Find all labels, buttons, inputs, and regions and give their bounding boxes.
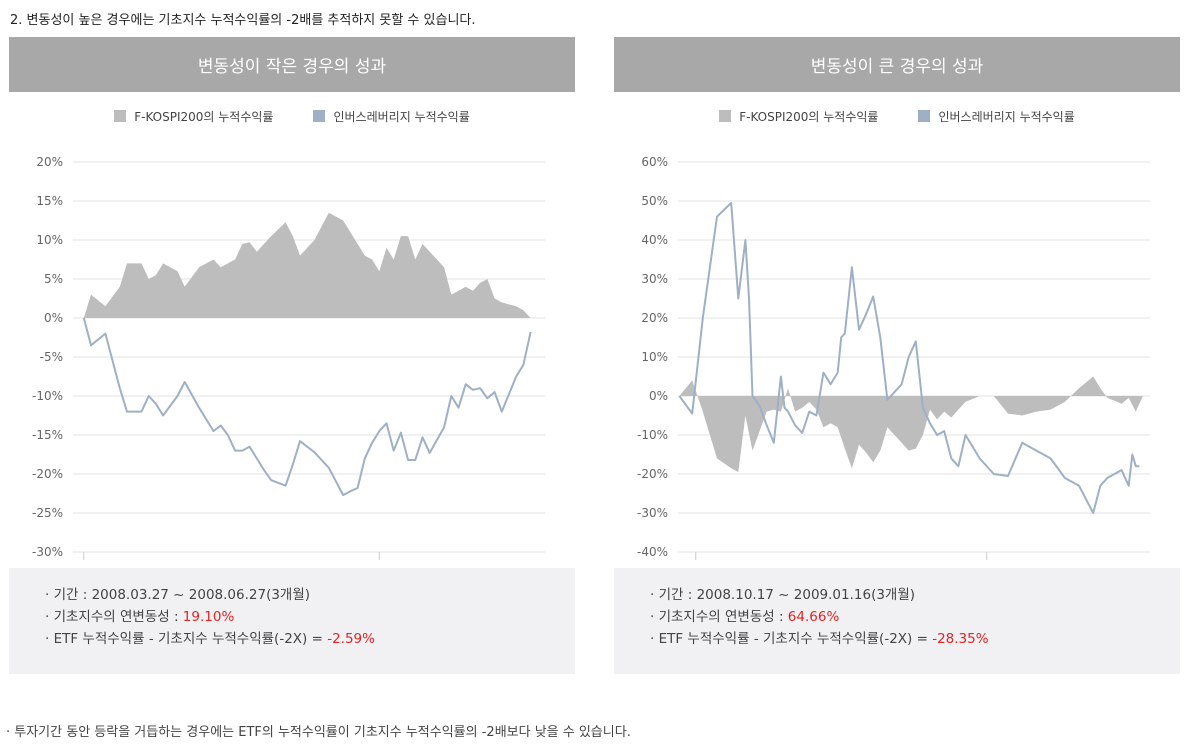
info-volatility-value: 19.10%	[182, 609, 235, 625]
info-period-label: 기간 :	[658, 587, 697, 603]
legend-swatch-index	[114, 110, 127, 122]
legend: F-KOSPI200의 누적수익률 인버스레버리지 누적수익률	[9, 92, 575, 140]
y-tick-label: -5%	[40, 350, 63, 364]
legend-label-index: F-KOSPI200의 누적수익률	[739, 109, 879, 124]
series-line-inverse	[678, 201, 1140, 514]
panel-title: 변동성이 작은 경우의 성과	[9, 37, 575, 92]
info-difference-label: ETF 누적수익률 - 기초지수 누적수익률(-2X) =	[53, 631, 328, 647]
page-heading: 2. 변동성이 높은 경우에는 기초지수 누적수익률의 -2배를 추적하지 못할…	[10, 13, 476, 28]
info-difference-value: -28.35%	[932, 631, 989, 647]
y-tick-label: 30%	[641, 272, 668, 286]
info-difference-label: ETF 누적수익률 - 기초지수 누적수익률(-2X) =	[658, 631, 933, 647]
series-area-index	[83, 212, 531, 318]
legend-label-index: F-KOSPI200의 누적수익률	[134, 109, 274, 124]
y-tick-label: 60%	[641, 155, 668, 169]
y-tick-label: 40%	[641, 233, 668, 247]
legend-label-inverse: 인버스레버리지 누적수익률	[938, 109, 1075, 124]
info-period: · 기간 : 2008.03.27 ~ 2008.06.27(3개월)	[45, 587, 311, 603]
info-volatility-value: 64.66%	[787, 609, 840, 625]
y-tick-label: 50%	[641, 194, 668, 208]
info-difference: · ETF 누적수익률 - 기초지수 누적수익률(-2X) = -28.35%	[650, 631, 989, 647]
y-tick-label: -10%	[32, 389, 63, 403]
legend-item-inverse: 인버스레버리지 누적수익률	[313, 108, 470, 125]
legend-swatch-index	[719, 110, 732, 122]
info-volatility: · 기초지수의 연변동성 : 64.66%	[650, 609, 840, 625]
legend-swatch-inverse	[918, 110, 931, 122]
legend-item-index: F-KOSPI200의 누적수익률	[719, 108, 878, 125]
y-tick-label: -40%	[637, 545, 668, 559]
panel-high-volatility: 변동성이 큰 경우의 성과 F-KOSPI200의 누적수익률 인버스레버리지 …	[614, 37, 1180, 610]
y-tick-label: -10%	[637, 428, 668, 442]
y-tick-label: 15%	[36, 194, 63, 208]
chart-low-volatility: 20%15%10%5%0%-5%-10%-15%-20%-25%-30%08.0…	[32, 155, 545, 585]
y-tick-label: 10%	[36, 233, 63, 247]
y-tick-label: -20%	[637, 467, 668, 481]
series-line-inverse	[82, 317, 532, 497]
legend-item-inverse: 인버스레버리지 누적수익률	[918, 108, 1075, 125]
y-tick-label: -20%	[32, 467, 63, 481]
legend: F-KOSPI200의 누적수익률 인버스레버리지 누적수익률	[614, 92, 1180, 140]
y-tick-label: 10%	[641, 350, 668, 364]
panel-title: 변동성이 큰 경우의 성과	[614, 37, 1180, 92]
series-area-index	[679, 376, 1143, 473]
y-tick-label: -30%	[637, 506, 668, 520]
legend-swatch-inverse	[313, 110, 326, 122]
legend-label-inverse: 인버스레버리지 누적수익률	[333, 109, 470, 124]
y-tick-label: -25%	[32, 506, 63, 520]
y-tick-label: 5%	[44, 272, 63, 286]
info-difference-value: -2.59%	[327, 631, 375, 647]
legend-item-index: F-KOSPI200의 누적수익률	[114, 108, 273, 125]
info-difference: · ETF 누적수익률 - 기초지수 누적수익률(-2X) = -2.59%	[45, 631, 375, 647]
info-period-label: 기간 :	[53, 587, 92, 603]
footnote-text: 투자기간 동안 등락을 거듭하는 경우에는 ETF의 누적수익률이 기초지수 누…	[14, 725, 631, 740]
panel-low-volatility: 변동성이 작은 경우의 성과 F-KOSPI200의 누적수익률 인버스레버리지…	[9, 37, 575, 610]
y-tick-label: -15%	[32, 428, 63, 442]
info-volatility: · 기초지수의 연변동성 : 19.10%	[45, 609, 235, 625]
y-tick-label: -30%	[32, 545, 63, 559]
info-volatility-label: 기초지수의 연변동성 :	[658, 609, 788, 625]
info-box-high-volatility: · 기간 : 2008.10.17 ~ 2009.01.16(3개월) · 기초…	[614, 568, 1180, 674]
info-period: · 기간 : 2008.10.17 ~ 2009.01.16(3개월)	[650, 587, 916, 603]
info-box-low-volatility: · 기간 : 2008.03.27 ~ 2008.06.27(3개월) · 기초…	[9, 568, 575, 674]
y-tick-label: 20%	[641, 311, 668, 325]
chart-high-volatility: 60%50%40%30%20%10%0%-10%-20%-30%-40%08.1…	[637, 155, 1150, 585]
y-tick-label: 0%	[649, 389, 668, 403]
y-tick-label: 0%	[44, 311, 63, 325]
footnote: · 투자기간 동안 등락을 거듭하는 경우에는 ETF의 누적수익률이 기초지수…	[6, 725, 631, 740]
info-period-value: 2008.03.27 ~ 2008.06.27(3개월)	[91, 587, 311, 603]
y-tick-label: 20%	[36, 155, 63, 169]
info-period-value: 2008.10.17 ~ 2009.01.16(3개월)	[696, 587, 916, 603]
info-volatility-label: 기초지수의 연변동성 :	[53, 609, 183, 625]
